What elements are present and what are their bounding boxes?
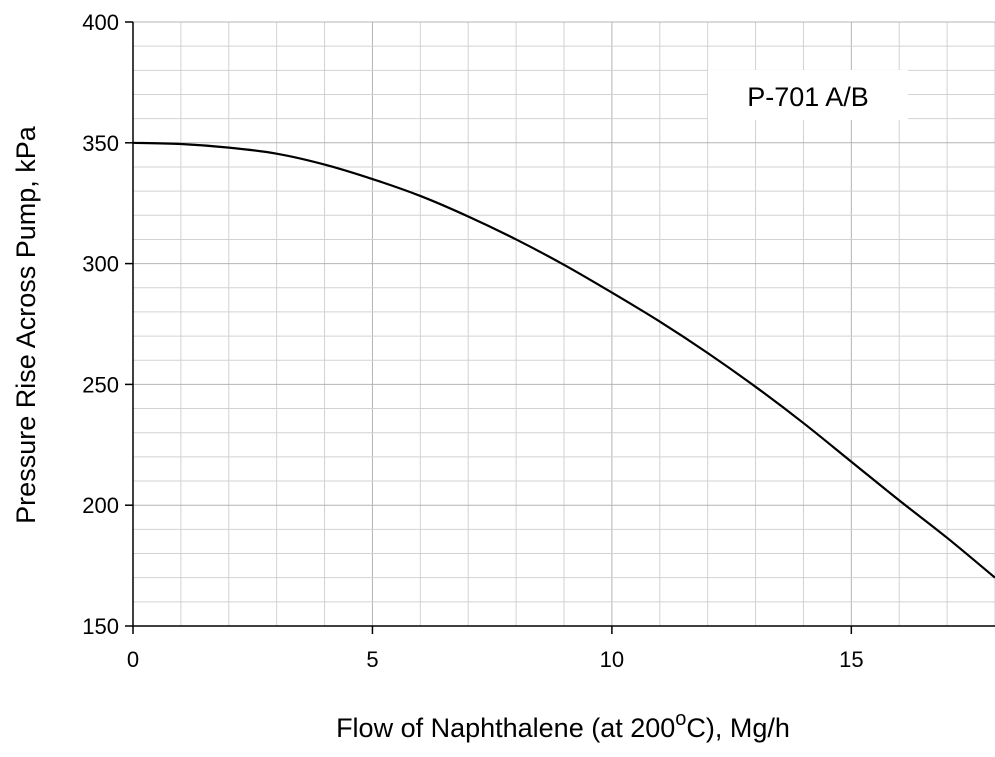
y-axis-title: Pressure Rise Across Pump, kPa	[11, 125, 41, 524]
x-axis-title-main: Flow of Naphthalene (at 200	[336, 713, 675, 743]
y-tick-label: 400	[82, 10, 119, 35]
x-tick-label: 0	[127, 647, 139, 672]
x-axis-title: Flow of Naphthalene (at 200oC), Mg/h	[336, 708, 790, 743]
x-tick-label: 15	[839, 647, 863, 672]
y-tick-label: 150	[82, 614, 119, 639]
x-axis-title-superscript: o	[675, 708, 686, 730]
x-axis-title-suffix: C), Mg/h	[686, 713, 790, 743]
x-tick-label: 5	[366, 647, 378, 672]
x-tick-label: 10	[600, 647, 624, 672]
axes	[125, 21, 995, 634]
annotation-label: P-701 A/B	[747, 82, 869, 112]
y-tick-label: 200	[82, 493, 119, 518]
pump-curve-line	[132, 141, 995, 579]
y-tick-label: 350	[82, 131, 119, 156]
y-tick-label: 250	[82, 372, 119, 397]
tick-labels: 150 200 250 300 350 400 0 5 10 15	[82, 10, 863, 672]
series-layer	[132, 141, 995, 579]
y-tick-label: 300	[82, 252, 119, 277]
annotation-box: P-701 A/B	[708, 70, 908, 120]
